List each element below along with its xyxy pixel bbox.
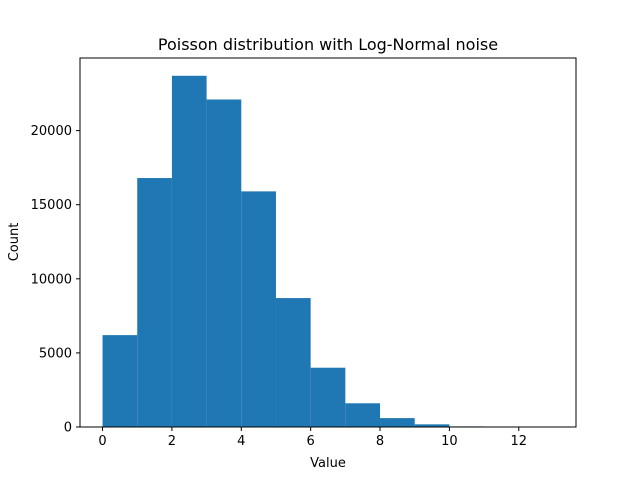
- plot-frame: [79, 57, 577, 428]
- y-tick-label: 0: [64, 421, 72, 436]
- x-tick-label: 6: [307, 434, 315, 449]
- y-axis-ticks: 0 5000 10000 15000 20000: [31, 124, 80, 436]
- x-axis-label: Value: [310, 456, 346, 471]
- x-tick-label: 8: [376, 434, 384, 449]
- chart-title: Poisson distribution with Log-Normal noi…: [158, 35, 498, 54]
- histogram-bar: [137, 178, 172, 427]
- y-tick-label: 20000: [31, 124, 72, 139]
- histogram-bar: [241, 191, 276, 427]
- histogram-bar: [102, 335, 138, 427]
- histogram-bar: [171, 75, 207, 427]
- y-axis-label: Count: [7, 223, 22, 262]
- x-axis-ticks: 0 2 4 6 8 10 12: [98, 427, 527, 449]
- x-tick-label: 10: [441, 434, 458, 449]
- bars-group: [102, 75, 554, 428]
- y-tick-label: 5000: [39, 346, 72, 361]
- histogram-bar: [345, 403, 381, 427]
- histogram-bar: [380, 418, 415, 427]
- y-tick-label: 10000: [31, 272, 72, 287]
- x-tick-label: 2: [168, 434, 176, 449]
- x-tick-label: 12: [510, 434, 527, 449]
- histogram-bar: [310, 367, 346, 427]
- x-tick-label: 0: [98, 434, 106, 449]
- x-tick-label: 4: [237, 434, 245, 449]
- histogram-bar: [414, 424, 450, 427]
- histogram-bar: [275, 298, 311, 427]
- y-tick-label: 15000: [31, 198, 72, 213]
- histogram-bar: [206, 99, 242, 428]
